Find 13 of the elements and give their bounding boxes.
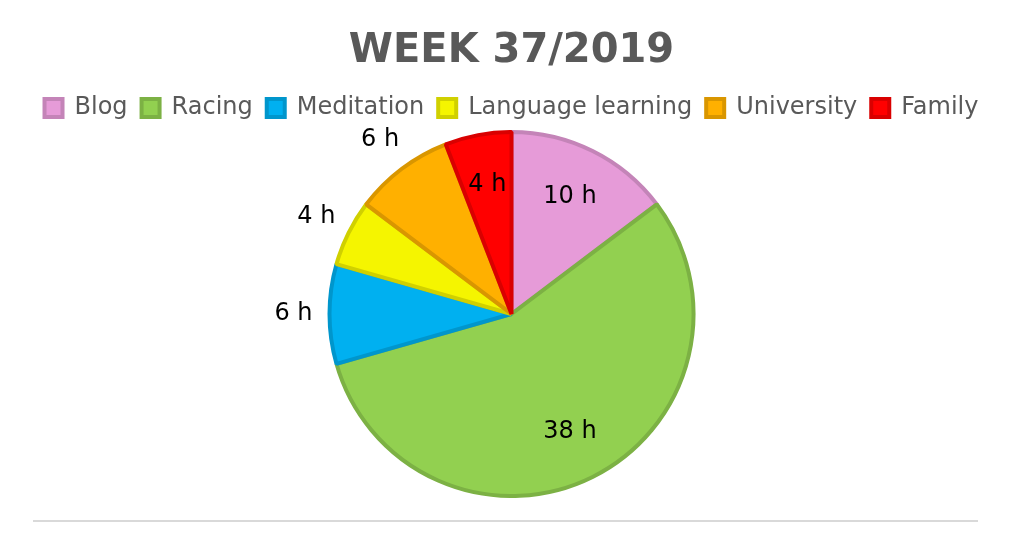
chart-title: WEEK 37/2019 — [348, 25, 675, 72]
legend-label: University — [736, 92, 858, 121]
data-label: 6 h — [361, 124, 400, 153]
legend-label: Blog — [74, 92, 128, 121]
data-label: 38 h — [543, 415, 597, 444]
data-label: 4 h — [297, 201, 336, 230]
data-label: 4 h — [468, 169, 507, 198]
data-label: 6 h — [274, 298, 313, 327]
legend-label: Racing — [171, 92, 253, 121]
legend-label: Family — [901, 92, 979, 121]
data-label: 10 h — [543, 180, 597, 209]
legend-label: Meditation — [296, 92, 425, 121]
legend-label: Language learning — [468, 92, 693, 121]
